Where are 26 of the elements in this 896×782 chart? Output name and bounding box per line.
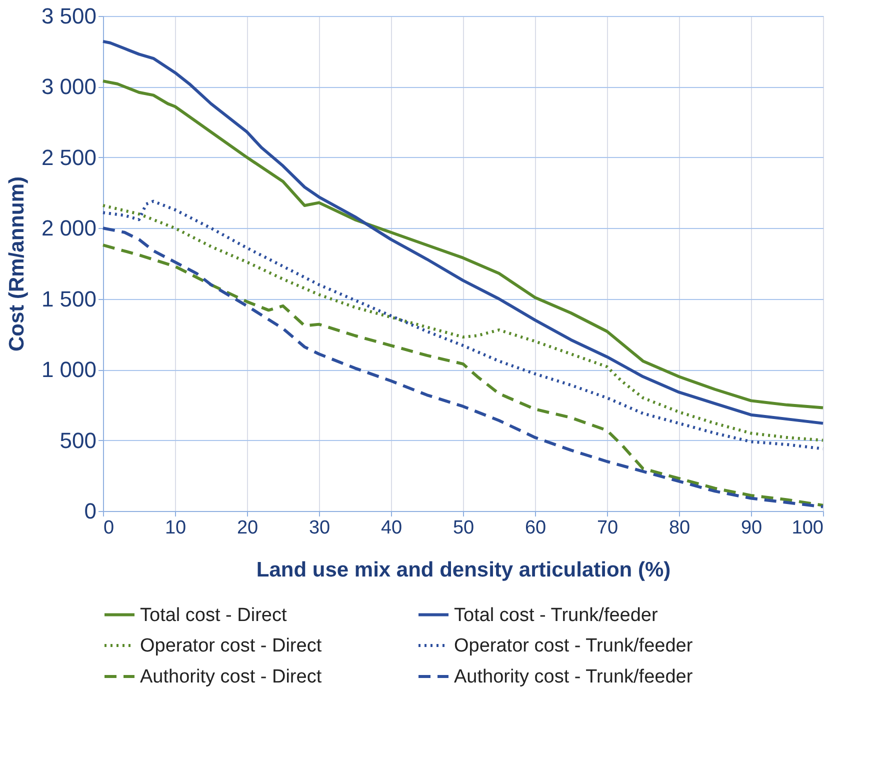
x-axis-title: Land use mix and density articulation (%) bbox=[256, 558, 671, 582]
y-tick-label: 2 500 bbox=[41, 144, 96, 170]
x-tick-label: 50 bbox=[452, 518, 474, 538]
x-tick-label: 90 bbox=[740, 518, 762, 538]
y-tick-label: 1 500 bbox=[41, 286, 96, 312]
legend-label: Total cost - Direct bbox=[140, 604, 288, 626]
legend-label: Total cost - Trunk/feeder bbox=[454, 604, 658, 626]
legend-label: Operator cost - Direct bbox=[140, 636, 322, 656]
y-tick-label: 1 000 bbox=[41, 357, 96, 382]
y-tick-label: 3 500 bbox=[41, 4, 96, 28]
x-tick-label: 30 bbox=[308, 518, 330, 538]
x-tick-label: 80 bbox=[668, 518, 690, 538]
y-axis-title: Cost (Rm/annum) bbox=[5, 176, 28, 352]
y-tick-label: 3 000 bbox=[41, 74, 96, 100]
y-tick-label: 500 bbox=[60, 428, 96, 453]
x-tick-label: 20 bbox=[236, 518, 258, 538]
legend-label: Authority cost - Direct bbox=[140, 666, 322, 688]
legend-label: Operator cost - Trunk/feeder bbox=[454, 636, 694, 656]
legend-label: Authority cost - Trunk/feeder bbox=[454, 666, 694, 688]
x-tick-label: 10 bbox=[164, 518, 186, 538]
x-tick-label: 70 bbox=[596, 518, 618, 538]
x-tick-label: 60 bbox=[524, 518, 546, 538]
y-tick-label: 2 000 bbox=[41, 216, 96, 241]
x-tick-label: 0 bbox=[104, 518, 114, 538]
x-tick-label: 40 bbox=[380, 518, 402, 538]
x-tick-label: 100 bbox=[792, 518, 824, 538]
